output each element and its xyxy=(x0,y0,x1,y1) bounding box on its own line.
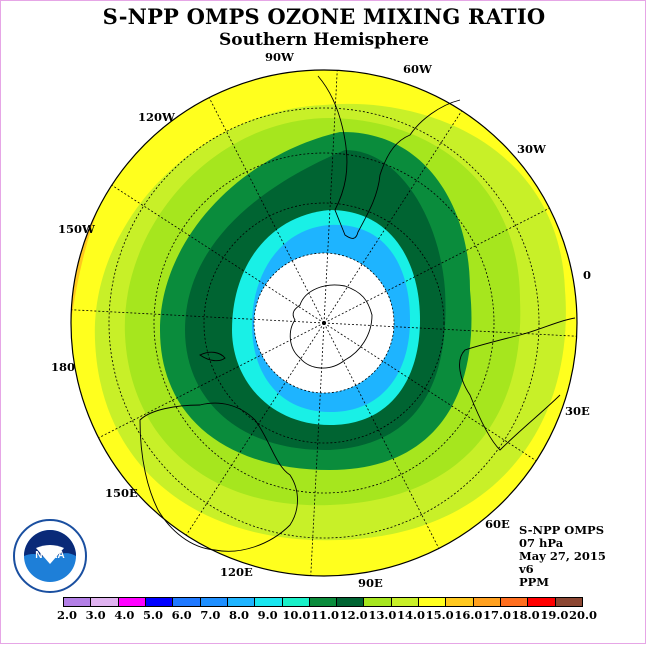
lon-label-60e: 60E xyxy=(485,517,510,531)
colorbar-swatch xyxy=(200,598,228,606)
latitude-circle xyxy=(253,252,395,394)
colorbar-tick-label: 12.0 xyxy=(339,608,368,622)
coast-australia xyxy=(139,402,298,552)
colorbar-tick-label: 20.0 xyxy=(568,608,598,622)
latitude-circle xyxy=(203,202,445,444)
colorbar-tick-label: 10.0 xyxy=(282,608,311,622)
colorbar-swatch xyxy=(364,598,392,606)
colorbar-swatch xyxy=(337,598,365,606)
lon-label-60w: 60W xyxy=(403,62,432,76)
info-units: PPM xyxy=(519,575,550,589)
map-border xyxy=(70,69,578,577)
colorbar-swatch xyxy=(473,598,501,606)
lon-label-150w: 150W xyxy=(58,222,95,236)
colorbar-tick-label: 7.0 xyxy=(200,608,221,622)
colorbar-swatch xyxy=(501,598,529,606)
colorbar-swatch xyxy=(255,598,283,606)
colorbar-tick-label: 3.0 xyxy=(85,608,106,622)
colorbar-tick-label: 6.0 xyxy=(171,608,192,622)
lon-label-150e: 150E xyxy=(105,486,138,500)
colorbar-tick-label: 13.0 xyxy=(368,608,397,622)
noaa-logo-text: NOAA xyxy=(35,550,64,561)
lon-label-90w: 90W xyxy=(265,50,294,64)
colorbar-tick-label: 9.0 xyxy=(257,608,278,622)
coast-antarctica xyxy=(289,284,373,369)
coast-south-america xyxy=(317,75,461,239)
page-title: S-NPP OMPS OZONE MIXING RATIO xyxy=(102,4,546,29)
colorbar-tick-label: 2.0 xyxy=(56,608,78,622)
south-pole-marker xyxy=(322,321,326,325)
colorbar-swatch xyxy=(91,598,119,606)
lon-label-120e: 120E xyxy=(220,565,253,579)
lon-label-180: 180 xyxy=(51,360,76,374)
colorbar-tick-label: 16.0 xyxy=(454,608,483,622)
latitude-circle xyxy=(108,107,540,539)
info-level: 07 hPa xyxy=(519,536,564,550)
coast-new-zealand xyxy=(199,351,226,362)
noaa-logo-icon: NOAA xyxy=(13,519,87,593)
colorbar-tick-label: 11.0 xyxy=(310,608,340,622)
lon-label-90e: 90E xyxy=(358,576,383,590)
colorbar-tick-label: 15.0 xyxy=(425,608,454,622)
lon-label-0: 0 xyxy=(583,268,592,282)
colorbar-swatch xyxy=(118,598,146,606)
coastlines xyxy=(139,75,576,552)
colorbar-tick-label: 4.0 xyxy=(114,608,135,622)
colorbar-swatch xyxy=(227,598,256,606)
colorbar-tick-label: 8.0 xyxy=(228,608,250,622)
info-instrument: S-NPP OMPS xyxy=(519,523,605,537)
colorbar-swatch xyxy=(64,598,92,606)
colorbar-swatch xyxy=(446,598,474,606)
lon-label-30e: 30E xyxy=(565,404,590,418)
page-subtitle: Southern Hemisphere xyxy=(219,30,429,50)
colorbar-tick-label: 5.0 xyxy=(142,608,164,622)
colorbar-swatch xyxy=(309,598,338,606)
colorbar-tick-label: 18.0 xyxy=(511,608,540,622)
ozone-field xyxy=(71,70,577,576)
colorbar-swatch xyxy=(528,598,556,606)
colorbar-swatch xyxy=(555,598,582,606)
colorbar-swatch xyxy=(173,598,201,606)
colorbar-swatch xyxy=(282,598,310,606)
coast-africa xyxy=(459,317,576,451)
colorbar-swatch xyxy=(419,598,447,606)
lon-label-120w: 120W xyxy=(138,110,175,124)
info-version: v6 xyxy=(519,562,534,576)
colorbar-tick-label: 17.0 xyxy=(482,608,512,622)
lon-label-30w: 30W xyxy=(517,142,546,156)
info-date: May 27, 2015 xyxy=(519,549,606,563)
latitude-circle xyxy=(153,152,495,494)
colorbar-tick-label: 14.0 xyxy=(396,608,426,622)
colorbar-swatch xyxy=(145,598,174,606)
colorbar-swatch xyxy=(391,598,420,606)
graticule xyxy=(71,70,577,576)
colorbar xyxy=(63,597,583,607)
colorbar-tick-label: 19.0 xyxy=(540,608,569,622)
info-block: S-NPP OMPS 07 hPa May 27, 2015 v6 PPM xyxy=(519,524,606,589)
